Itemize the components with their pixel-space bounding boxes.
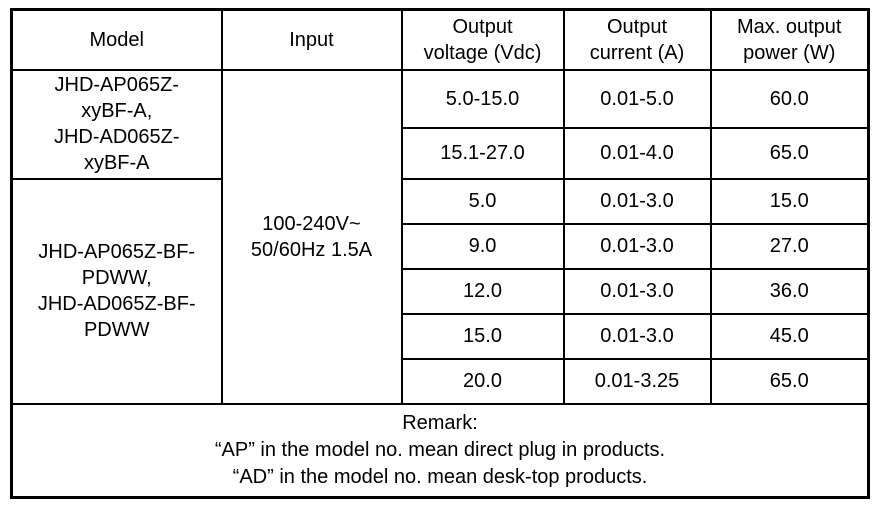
current-cell: 0.01-3.0 [562, 312, 712, 360]
header-output-voltage: Output voltage (Vdc) [400, 8, 565, 71]
power-spec-table: Model Input Output voltage (Vdc) Output … [10, 8, 870, 499]
spec-row: JHD-AP065Z- xyBF-A, JHD-AD065Z- xyBF-A 1… [10, 68, 870, 405]
power-cell: 65.0 [709, 126, 870, 180]
current-cell: 0.01-3.0 [562, 267, 712, 315]
power-cell: 27.0 [709, 222, 870, 270]
power-cell: 45.0 [709, 312, 870, 360]
current-cell: 0.01-3.0 [562, 222, 712, 270]
current-cell: 0.01-5.0 [562, 68, 712, 129]
remark-cell: Remark: “AP” in the model no. mean direc… [10, 402, 870, 499]
spec-row: 9.0 0.01-3.0 27.0 [12, 222, 870, 270]
remark-row: Remark: “AP” in the model no. mean direc… [10, 402, 870, 499]
header-input: Input [220, 8, 403, 71]
voltage-cell: 15.1-27.0 [400, 126, 565, 180]
remark-title: Remark: [402, 411, 478, 434]
header-row: Model Input Output voltage (Vdc) Output … [10, 8, 870, 71]
power-cell: 60.0 [709, 68, 870, 129]
voltage-cell: 5.0-15.0 [400, 68, 565, 129]
spec-row: 15.0 0.01-3.0 45.0 [12, 312, 870, 360]
power-cell: 15.0 [709, 177, 870, 225]
spec-row: 12.0 0.01-3.0 36.0 [12, 267, 870, 315]
voltage-cell: 9.0 [400, 222, 565, 270]
spec-row: 20.0 0.01-3.25 65.0 [12, 357, 870, 405]
header-max-output-power: Max. output power (W) [709, 8, 870, 71]
input-cell: 100-240V~ 50/60Hz 1.5A [220, 68, 403, 405]
voltage-cell: 20.0 [400, 357, 565, 405]
current-cell: 0.01-3.0 [562, 177, 712, 225]
spec-row: 15.1-27.0 0.01-4.0 65.0 [12, 126, 870, 180]
current-cell: 0.01-4.0 [562, 126, 712, 180]
remark-line: “AP” in the model no. mean direct plug i… [214, 438, 666, 461]
remark-line: “AD” in the model no. mean desk-top prod… [232, 465, 648, 488]
voltage-cell: 5.0 [400, 177, 565, 225]
power-cell: 65.0 [709, 357, 870, 405]
voltage-cell: 15.0 [400, 312, 565, 360]
header-model: Model [10, 8, 223, 71]
spec-row: JHD-AP065Z-BF- PDWW, JHD-AD065Z-BF- PDWW… [10, 177, 870, 405]
model-group-2-cell: JHD-AP065Z-BF- PDWW, JHD-AD065Z-BF- PDWW [10, 177, 223, 405]
header-output-current: Output current (A) [562, 8, 712, 71]
current-cell: 0.01-3.25 [562, 357, 712, 405]
power-cell: 36.0 [709, 267, 870, 315]
model-group-1-cell: JHD-AP065Z- xyBF-A, JHD-AD065Z- xyBF-A [10, 68, 223, 180]
voltage-cell: 12.0 [400, 267, 565, 315]
